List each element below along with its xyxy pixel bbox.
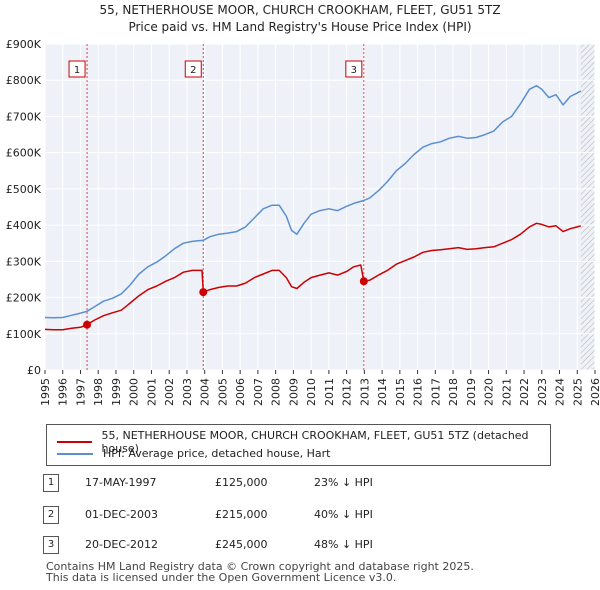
footer-line-1: Contains HM Land Registry data © Crown c… bbox=[46, 560, 474, 573]
footer-line-2: This data is licensed under the Open Gov… bbox=[46, 571, 397, 584]
footer-attribution: Contains HM Land Registry data © Crown c… bbox=[46, 561, 474, 583]
x-tick-label: 2026 bbox=[589, 378, 600, 406]
sale-date: 17-MAY-1997 bbox=[85, 476, 157, 489]
property-price-line bbox=[45, 222, 582, 331]
sale-point bbox=[199, 288, 208, 297]
x-tick-label: 2008 bbox=[270, 378, 283, 406]
series-lines bbox=[45, 84, 582, 331]
x-tick-label: 1997 bbox=[74, 378, 87, 406]
sale-row: 2 01-DEC-2003 £215,000 40% ↓ HPI bbox=[40, 506, 460, 524]
y-tick-label: £400K bbox=[6, 219, 42, 232]
y-tick-label: £100K bbox=[6, 328, 42, 341]
chart-title-line2: Price paid vs. HM Land Registry's House … bbox=[128, 20, 471, 34]
legend-swatch-property bbox=[57, 441, 92, 443]
sale-price: £215,000 bbox=[215, 508, 268, 521]
sale-hpi-diff: 40% ↓ HPI bbox=[314, 508, 373, 521]
x-tick-label: 2005 bbox=[216, 378, 229, 406]
x-tick-label: 2014 bbox=[376, 378, 389, 406]
x-tick-label: 2023 bbox=[536, 378, 549, 406]
sale-marker-label: 2 bbox=[190, 65, 196, 76]
x-tick-label: 2022 bbox=[518, 378, 531, 406]
sale-points bbox=[83, 277, 368, 329]
forecast-hatch bbox=[580, 44, 595, 370]
sale-number-badge: 2 bbox=[43, 506, 59, 524]
y-tick-label: £700K bbox=[6, 110, 42, 123]
y-axis-ticks: £0 £100K £200K £300K £400K £500K £600K £700K £80… bbox=[6, 38, 42, 377]
x-tick-label: 2006 bbox=[234, 378, 247, 406]
y-tick-label: £800K bbox=[6, 74, 42, 87]
x-tick-label: 2009 bbox=[287, 378, 300, 406]
sale-marker-box bbox=[68, 60, 86, 78]
price-chart: 55, NETHERHOUSE MOOR, CHURCH CROOKHAM, F… bbox=[6, 3, 600, 406]
x-tick-label: 2013 bbox=[358, 378, 371, 406]
sale-marker-box bbox=[184, 60, 202, 78]
x-tick-label: 2015 bbox=[394, 378, 407, 406]
x-tick-label: 1995 bbox=[39, 378, 52, 406]
x-tick-label: 2010 bbox=[305, 378, 318, 406]
x-tick-label: 2021 bbox=[500, 378, 513, 406]
x-tick-label: 1998 bbox=[92, 378, 105, 406]
hpi-line bbox=[45, 84, 582, 319]
x-tick-label: 1996 bbox=[57, 378, 70, 406]
y-tick-label: £300K bbox=[6, 255, 42, 268]
chart-title-line1: 55, NETHERHOUSE MOOR, CHURCH CROOKHAM, F… bbox=[99, 3, 500, 17]
sale-point bbox=[83, 320, 92, 329]
sale-point bbox=[359, 277, 368, 286]
x-tick-label: 2012 bbox=[341, 378, 354, 406]
x-tick-label: 2018 bbox=[447, 378, 460, 406]
x-axis-ticks: 1995 1996 1997 1998 1999 2000 2001 2002 2003 2004… bbox=[39, 370, 600, 406]
sale-row: 3 20-DEC-2012 £245,000 48% ↓ HPI bbox=[40, 536, 460, 554]
x-tick-label: 2003 bbox=[181, 378, 194, 406]
x-tick-label: 2004 bbox=[199, 378, 212, 406]
sale-marker-label: 3 bbox=[351, 65, 357, 76]
legend-item-property: 55, NETHERHOUSE MOOR, CHURCH CROOKHAM, F… bbox=[57, 429, 550, 455]
sale-date: 20-DEC-2012 bbox=[85, 538, 159, 551]
x-tick-label: 2007 bbox=[252, 378, 265, 406]
plot-area bbox=[45, 44, 595, 370]
y-tick-label: £900K bbox=[6, 38, 42, 51]
y-tick-label: £500K bbox=[6, 183, 42, 196]
y-tick-label: £0 bbox=[27, 364, 41, 377]
x-tick-label: 1999 bbox=[110, 378, 123, 406]
x-tick-label: 2002 bbox=[163, 378, 176, 406]
x-tick-label: 2024 bbox=[554, 378, 567, 406]
y-tick-label: £200K bbox=[6, 292, 42, 305]
sale-hpi-diff: 23% ↓ HPI bbox=[314, 476, 373, 489]
y-tick-label: £600K bbox=[6, 147, 42, 160]
sale-number-badge: 3 bbox=[43, 536, 59, 554]
gridlines bbox=[44, 43, 596, 371]
sale-hpi-diff: 48% ↓ HPI bbox=[314, 538, 373, 551]
legend-item-hpi: HPI: Average price, detached house, Hart bbox=[57, 447, 330, 460]
x-tick-label: 2000 bbox=[128, 378, 141, 406]
sale-price: £125,000 bbox=[215, 476, 268, 489]
sale-row: 1 17-MAY-1997 £125,000 23% ↓ HPI bbox=[40, 474, 460, 492]
x-tick-label: 2017 bbox=[429, 378, 442, 406]
x-tick-label: 2020 bbox=[483, 378, 496, 406]
sale-price: £245,000 bbox=[215, 538, 268, 551]
x-tick-label: 2019 bbox=[465, 378, 478, 406]
legend: 55, NETHERHOUSE MOOR, CHURCH CROOKHAM, F… bbox=[46, 424, 551, 466]
x-tick-label: 2025 bbox=[571, 378, 584, 406]
legend-swatch-hpi bbox=[57, 452, 93, 455]
sale-marker-box bbox=[345, 60, 363, 78]
legend-label-hpi: HPI: Average price, detached house, Hart bbox=[103, 447, 331, 460]
legend-label-property: 55, NETHERHOUSE MOOR, CHURCH CROOKHAM, F… bbox=[101, 429, 529, 455]
x-tick-label: 2011 bbox=[323, 378, 336, 406]
sale-date: 01-DEC-2003 bbox=[85, 508, 159, 521]
x-tick-label: 2001 bbox=[145, 378, 158, 406]
x-tick-label: 2016 bbox=[412, 378, 425, 406]
sale-number-badge: 1 bbox=[43, 474, 59, 492]
sale-marker-label: 1 bbox=[74, 65, 80, 76]
sale-label-boxes: 1 2 3 bbox=[68, 60, 363, 78]
